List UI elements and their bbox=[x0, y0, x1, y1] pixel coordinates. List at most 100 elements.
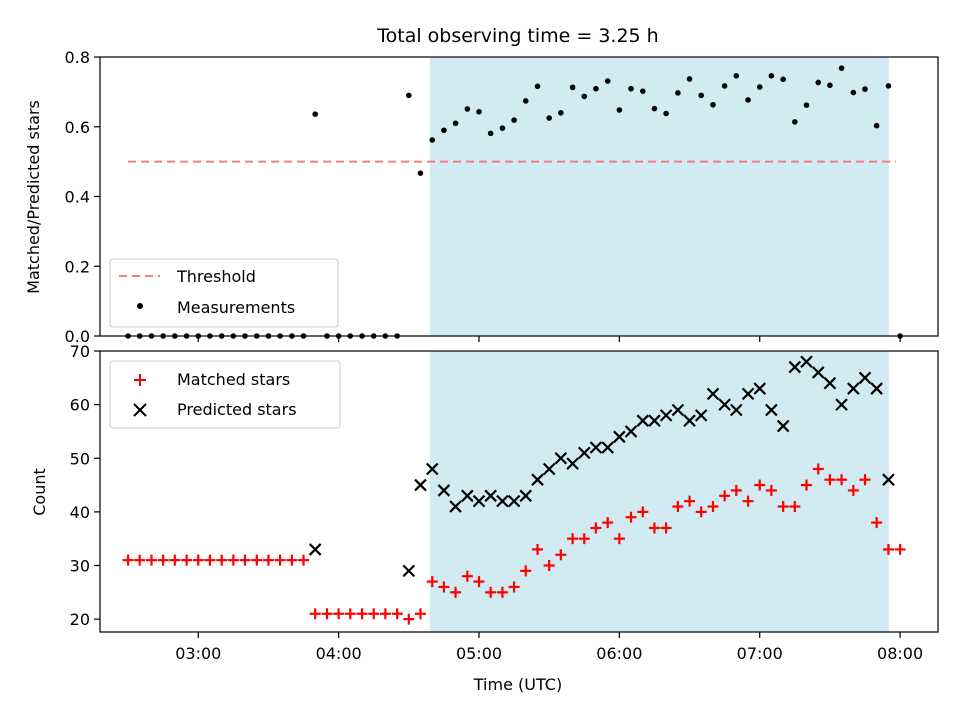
matched-point bbox=[239, 554, 251, 566]
measurement-point bbox=[616, 107, 623, 113]
x-tick-label: 06:00 bbox=[596, 644, 642, 663]
x-tick-label: 04:00 bbox=[316, 644, 362, 663]
matched-point bbox=[578, 533, 590, 545]
predicted-point bbox=[507, 494, 521, 508]
measurement-point bbox=[686, 76, 693, 82]
matched-point bbox=[169, 554, 181, 566]
measurement-point bbox=[487, 130, 494, 137]
top-ticks: 0.0 0.2 0.4 0.6 0.8 bbox=[65, 48, 901, 346]
matched-point bbox=[216, 554, 228, 566]
predicted-point bbox=[449, 500, 462, 513]
matched-point bbox=[730, 484, 742, 496]
x-tick-label: 08:00 bbox=[877, 644, 923, 663]
predicted-point bbox=[706, 387, 720, 401]
matched-point bbox=[555, 549, 567, 561]
bottom-axes-frame bbox=[99, 350, 939, 633]
measurement-point bbox=[522, 98, 529, 104]
measurement-point bbox=[452, 120, 459, 127]
bottom-y-tick-label: 40 bbox=[70, 503, 90, 522]
predicted-point bbox=[765, 403, 778, 417]
matched-point bbox=[777, 501, 789, 513]
matched-point bbox=[625, 511, 637, 523]
predicted-point bbox=[671, 403, 685, 417]
predicted-point bbox=[718, 398, 731, 411]
matched-point bbox=[333, 608, 345, 620]
top-y-tick-label: 0.4 bbox=[65, 188, 90, 207]
bottom-ylabel: Count bbox=[30, 468, 49, 516]
predicted-point bbox=[402, 564, 416, 578]
matched-point bbox=[356, 608, 368, 620]
matched-point bbox=[719, 490, 731, 502]
matched-point bbox=[695, 506, 707, 518]
matched-point bbox=[204, 554, 216, 566]
predicted-points bbox=[308, 355, 895, 578]
predicted-point bbox=[847, 382, 860, 395]
xlabel: Time (UTC) bbox=[473, 675, 562, 694]
matched-point bbox=[321, 608, 333, 620]
measurement-point bbox=[476, 108, 482, 115]
bottom-legend: Matched stars Predicted stars bbox=[109, 360, 341, 429]
predicted-point bbox=[496, 494, 509, 508]
predicted-point bbox=[554, 451, 568, 465]
matched-point bbox=[882, 543, 894, 555]
top-y-tick-label: 0.8 bbox=[65, 48, 90, 67]
top-y-tick-label: 0.0 bbox=[65, 327, 90, 346]
matched-point bbox=[800, 479, 812, 491]
predicted-point bbox=[741, 387, 755, 401]
measurement-point bbox=[534, 83, 541, 90]
predicted-point bbox=[437, 484, 451, 497]
predicted-point bbox=[531, 473, 544, 486]
legend-matched-swatch bbox=[134, 374, 146, 386]
matched-point bbox=[871, 517, 883, 529]
matched-point bbox=[251, 554, 263, 566]
matched-point bbox=[262, 554, 274, 566]
measurement-point bbox=[745, 97, 751, 103]
matched-point bbox=[824, 474, 836, 486]
predicted-point bbox=[601, 441, 614, 454]
legend-measurements-label: Measurements bbox=[177, 298, 295, 317]
matched-point bbox=[227, 554, 239, 566]
legend-threshold-label: Threshold bbox=[176, 267, 256, 286]
predicted-point bbox=[648, 414, 661, 427]
measurement-point bbox=[558, 110, 564, 116]
predicted-point bbox=[425, 462, 439, 476]
matched-point bbox=[274, 554, 286, 566]
matched-point bbox=[485, 586, 497, 598]
predicted-point bbox=[683, 414, 696, 427]
matched-point bbox=[379, 608, 391, 620]
predicted-point bbox=[308, 543, 322, 556]
x-tick-label: 03:00 bbox=[175, 644, 221, 663]
matched-point bbox=[742, 495, 754, 507]
matched-point bbox=[192, 554, 204, 566]
predicted-point bbox=[519, 489, 533, 503]
predicted-point bbox=[835, 398, 848, 411]
matched-point bbox=[672, 501, 684, 513]
matched-point bbox=[836, 474, 848, 486]
matched-point bbox=[403, 613, 415, 625]
predicted-point bbox=[823, 376, 837, 390]
predicted-point bbox=[461, 489, 474, 503]
measurement-point bbox=[499, 125, 506, 131]
top-legend-box bbox=[109, 258, 339, 328]
measurement-point bbox=[873, 122, 880, 129]
predicted-point bbox=[776, 419, 790, 433]
bottom-ticks: 03:00 04:00 05:00 06:00 07:00 08:00 20 30 40 50 60… bbox=[70, 342, 924, 663]
predicted-point bbox=[624, 425, 638, 438]
matched-point bbox=[520, 565, 532, 577]
measurement-point bbox=[569, 84, 576, 91]
predicted-point bbox=[577, 446, 591, 460]
measurement-point bbox=[651, 105, 658, 112]
top-y-tick-label: 0.2 bbox=[65, 257, 90, 276]
matched-point bbox=[461, 570, 473, 582]
measurement-point bbox=[675, 90, 681, 96]
matched-point bbox=[157, 554, 169, 566]
predicted-point bbox=[858, 371, 872, 385]
matched-point bbox=[567, 533, 579, 545]
matched-point bbox=[496, 586, 508, 598]
measurement-point bbox=[815, 79, 822, 86]
predicted-point bbox=[484, 489, 497, 503]
top-observing-span bbox=[429, 57, 889, 336]
measurement-point bbox=[710, 101, 716, 108]
matched-point bbox=[309, 608, 321, 620]
matched-point bbox=[707, 501, 719, 513]
